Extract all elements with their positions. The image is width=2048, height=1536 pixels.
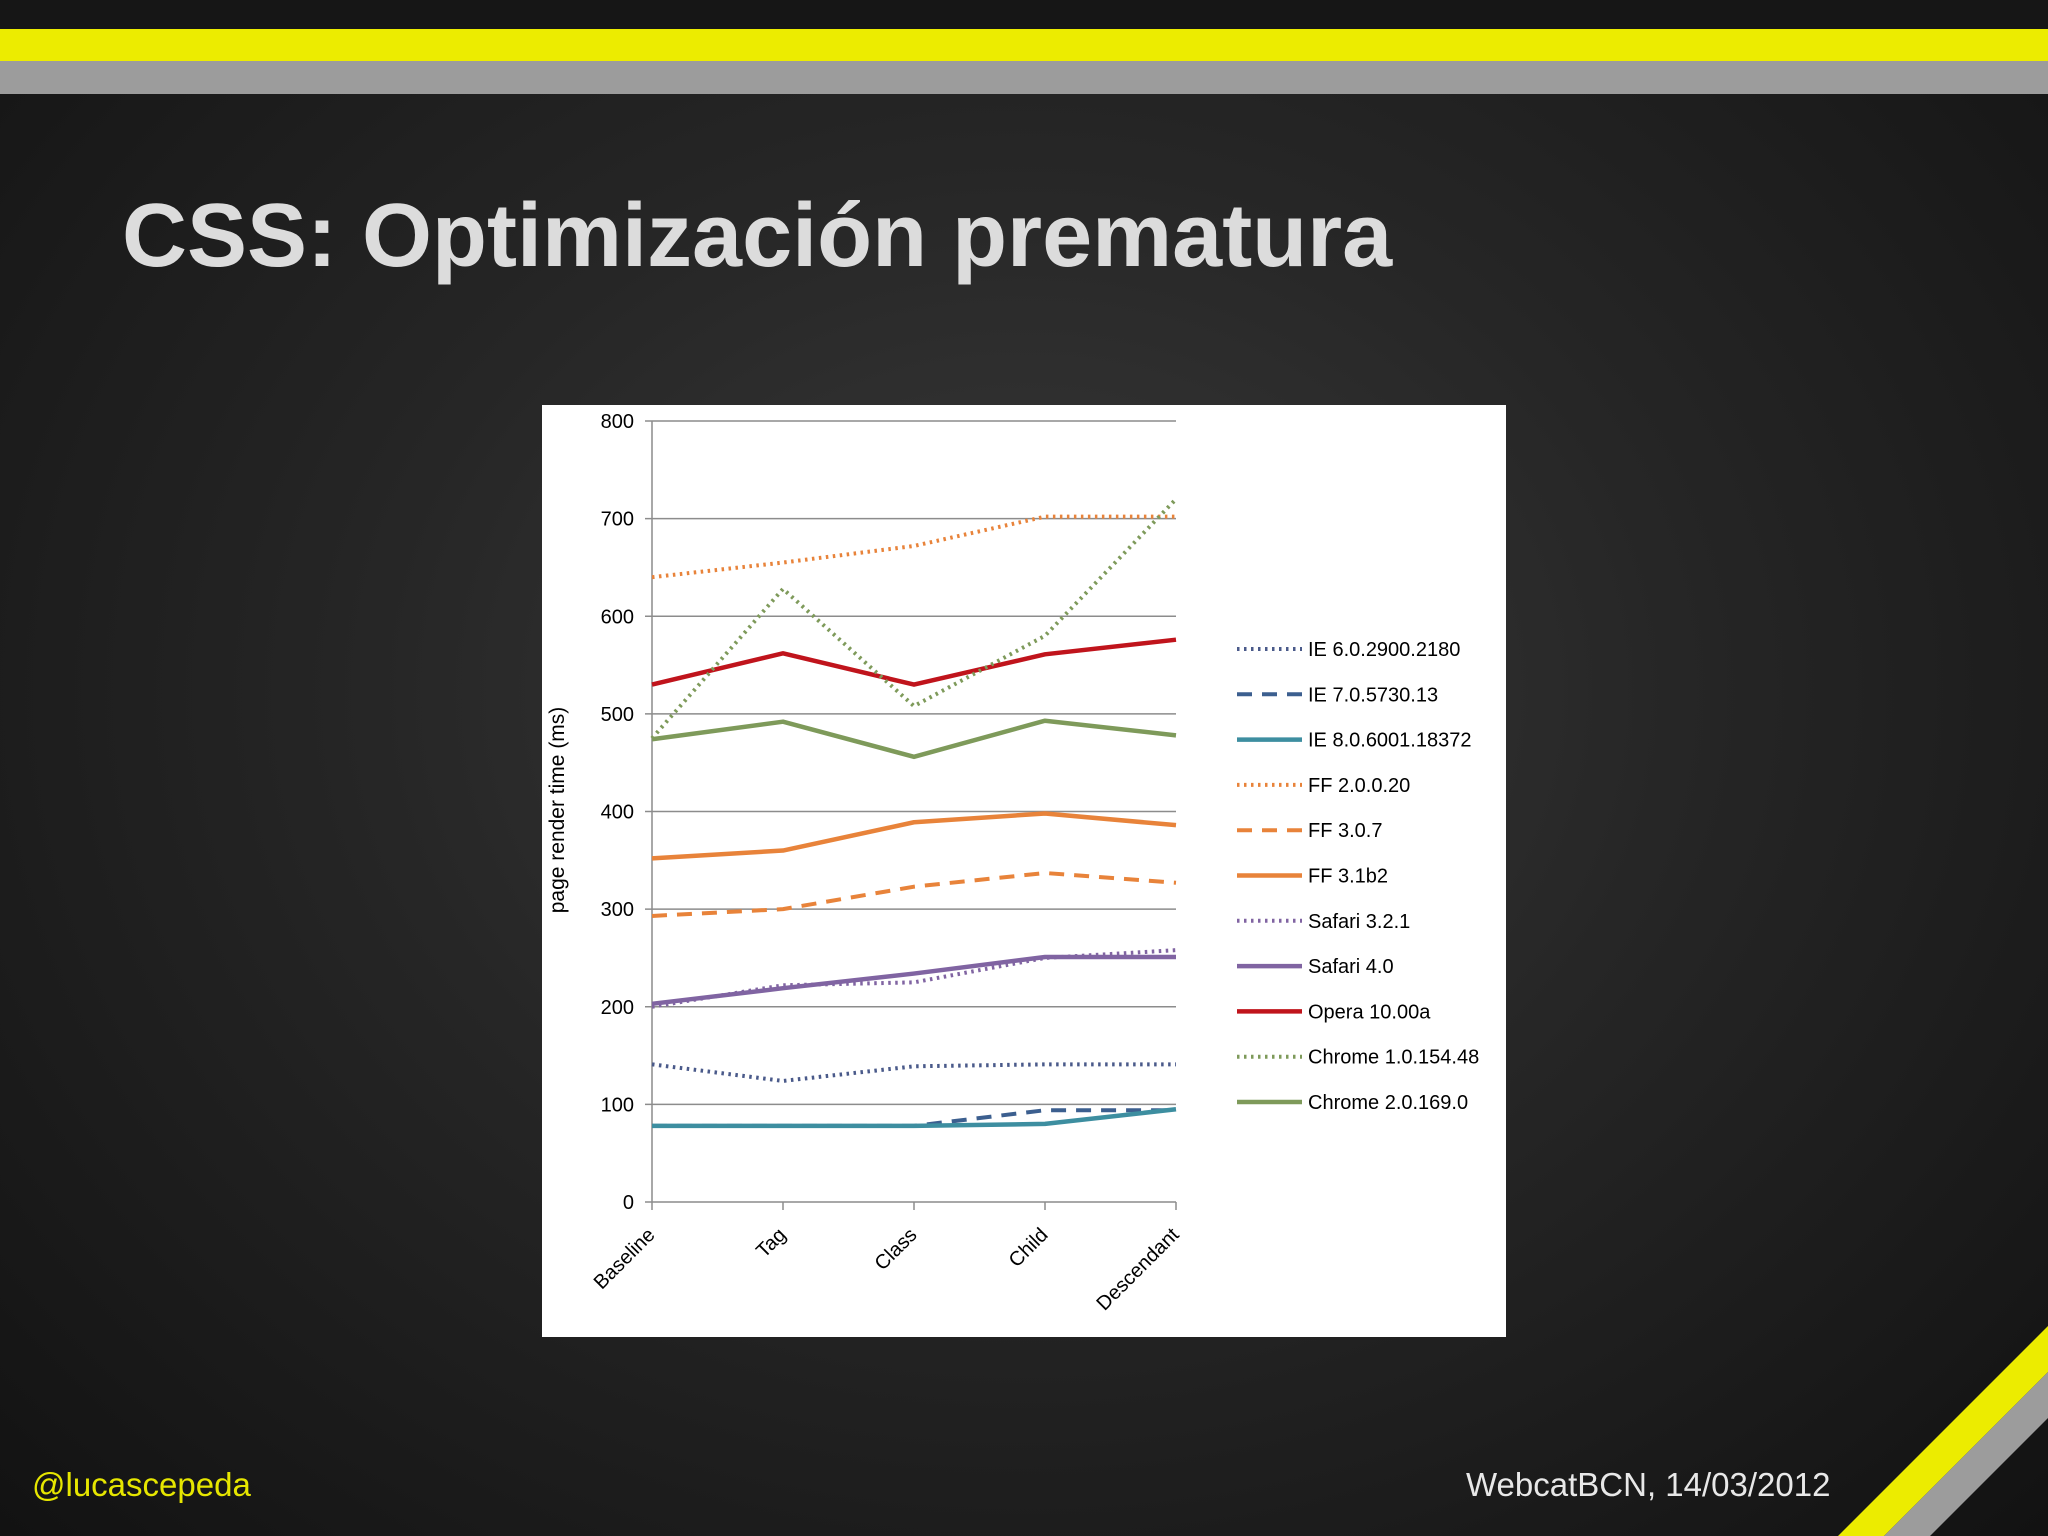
grid-lines (652, 420, 1176, 1106)
x-tick-label: Class (871, 1224, 922, 1275)
legend-label: IE 8.0.6001.18372 (1308, 730, 1471, 752)
legend-label: FF 3.1b2 (1308, 866, 1388, 888)
series-line (651, 954, 1176, 1007)
series-line (651, 718, 1177, 760)
legend-label: Safari 4.0 (1308, 956, 1394, 978)
legend-label: IE 7.0.5730.13 (1308, 684, 1438, 706)
x-tick-label: Child (1005, 1224, 1053, 1272)
y-tick-label: 0 (623, 1192, 634, 1214)
legend-label: FF 2.0.0.20 (1308, 775, 1410, 797)
series-line (651, 811, 1177, 861)
axes: 0 100 200 300 400 500 600 700 800 Baseline Tag Clas… (590, 411, 1184, 1315)
y-tick-label: 600 (601, 606, 634, 628)
footer-handle: @lucascepeda (32, 1466, 251, 1503)
legend: IE 6.0.2900.2180 IE 7.0.5730.13 IE 8.0.600… (1237, 639, 1479, 1114)
top-yellow-band (0, 29, 2048, 61)
y-tick-label: 200 (601, 997, 634, 1019)
legend-label: FF 3.0.7 (1308, 820, 1382, 842)
x-tick-label: Tag (752, 1224, 790, 1262)
line-chart: 0 100 200 300 400 500 600 700 800 Baseline Tag Clas… (546, 411, 1479, 1315)
series-lines (650, 497, 1178, 1129)
legend-label: Chrome 2.0.169.0 (1308, 1092, 1468, 1114)
slide-title: CSS: Optimización prematura (122, 186, 1393, 286)
x-tick-label: Baseline (590, 1224, 660, 1294)
corner-yellow-stripe (1838, 1326, 2048, 1536)
y-tick-label: 400 (601, 802, 634, 824)
y-axis-label: page render time (ms) (546, 707, 569, 914)
series-line (651, 1062, 1176, 1083)
series-line (651, 637, 1177, 687)
y-tick-label: 700 (601, 509, 634, 531)
footer-date: WebcatBCN, 14/03/2012 (1466, 1466, 1831, 1503)
y-tick-label: 800 (601, 411, 634, 433)
y-tick-label: 300 (601, 899, 634, 921)
legend-label: IE 6.0.2900.2180 (1308, 639, 1460, 661)
series-line (652, 1107, 1177, 1129)
series-line (651, 514, 1176, 580)
series-line (650, 497, 1178, 740)
top-gray-band (0, 61, 2048, 94)
legend-label: Safari 3.2.1 (1308, 911, 1410, 933)
x-tick-label: Descendant (1092, 1224, 1183, 1315)
chart-panel: 0 100 200 300 400 500 600 700 800 Baseline Tag Clas… (542, 405, 1506, 1337)
legend-label: Chrome 1.0.154.48 (1308, 1047, 1479, 1069)
series-line (651, 871, 1177, 918)
y-tick-label: 100 (601, 1094, 634, 1116)
legend-label: Opera 10.00a (1308, 1001, 1431, 1023)
y-tick-label: 500 (601, 704, 634, 726)
corner-gray-stripe (1884, 1372, 2048, 1536)
top-black-band (0, 0, 2048, 29)
